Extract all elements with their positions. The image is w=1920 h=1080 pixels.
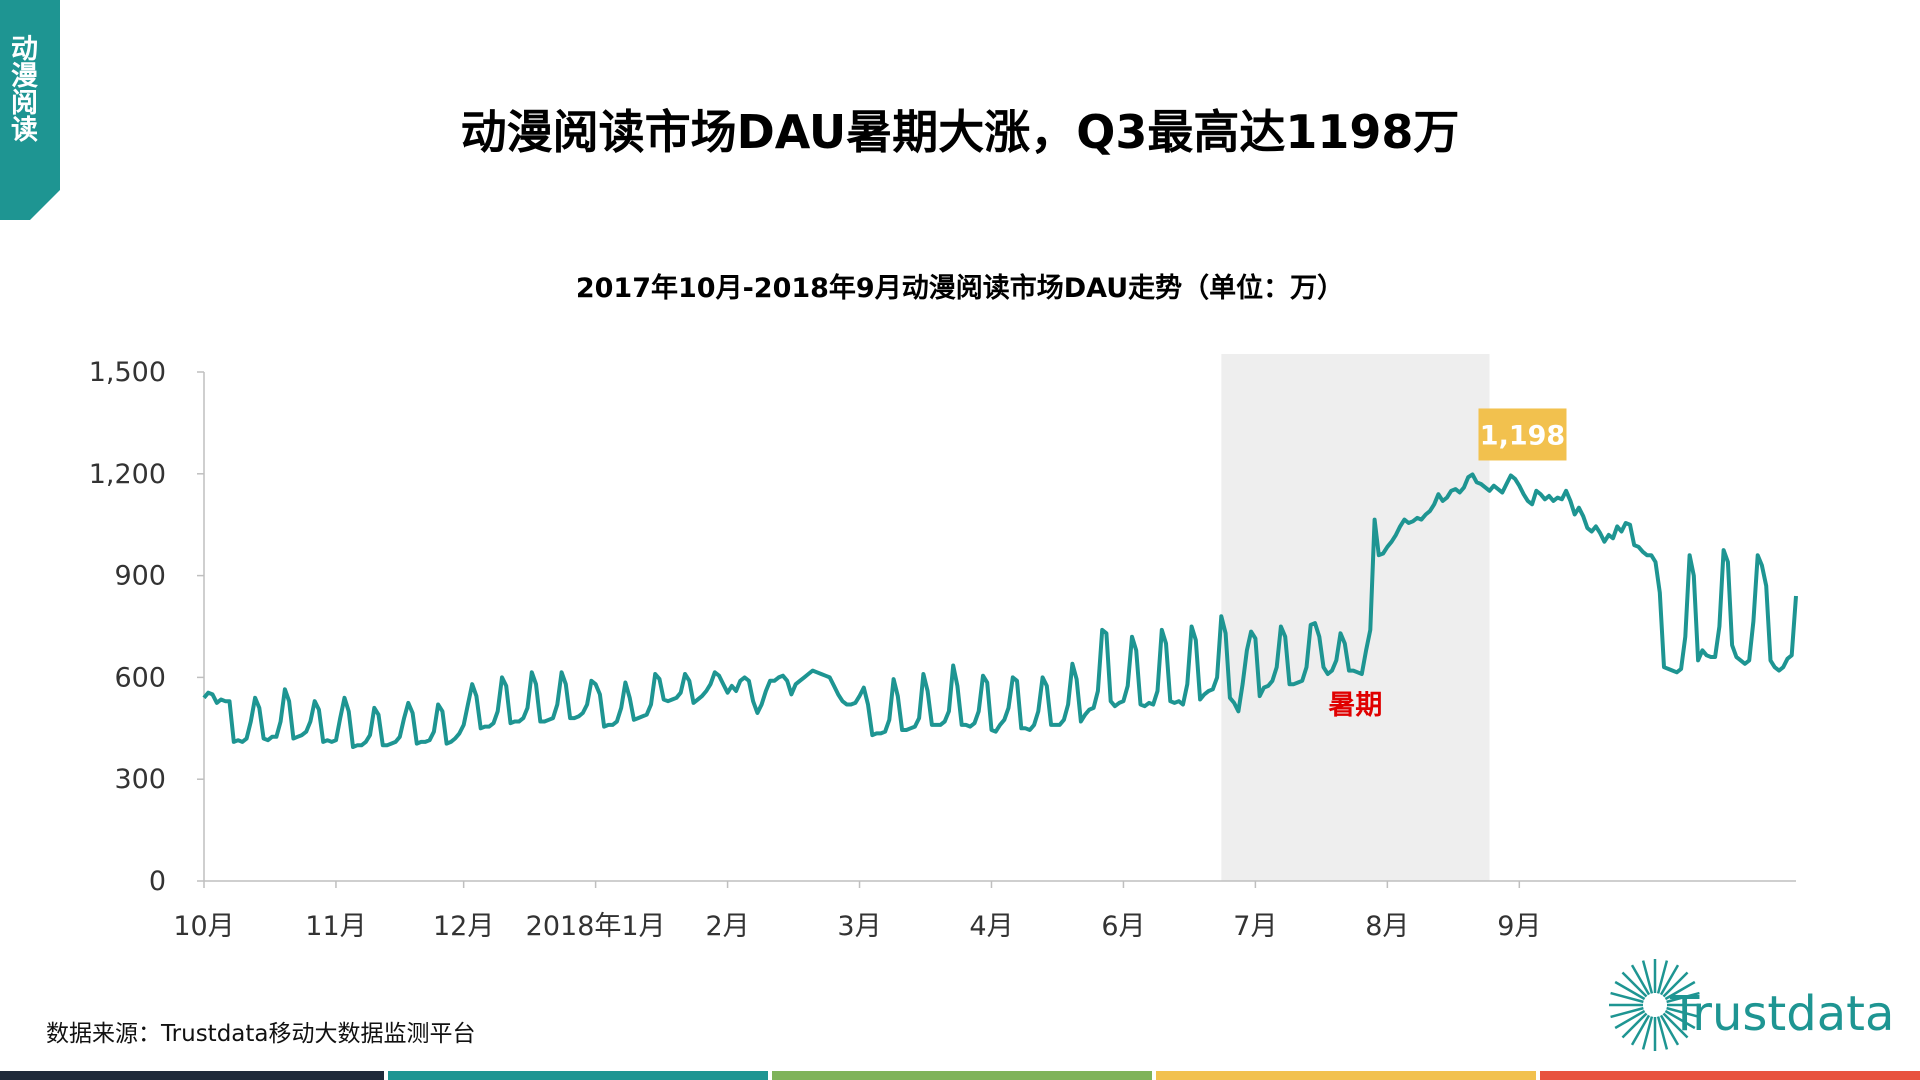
logo-ray bbox=[1666, 1006, 1700, 1019]
logo-ray bbox=[1664, 980, 1696, 1001]
x-tick-label: 2018年1月 bbox=[526, 911, 666, 942]
logo-ray bbox=[1641, 1016, 1654, 1050]
trustdata-logo: Trustdata bbox=[1609, 959, 1894, 1051]
logo-ray bbox=[1621, 971, 1648, 998]
x-tick-label: 9月 bbox=[1497, 911, 1541, 942]
logo-ray bbox=[1641, 960, 1654, 994]
logo-ray bbox=[1610, 991, 1644, 1004]
y-tick-label: 900 bbox=[114, 561, 166, 592]
x-tick-label: 2月 bbox=[705, 911, 749, 942]
logo-text: Trustdata bbox=[1669, 986, 1894, 1042]
peak-label: 1,198 bbox=[1480, 420, 1565, 451]
bottom-bar-segment bbox=[1156, 1071, 1536, 1080]
logo-ray bbox=[1662, 1012, 1689, 1039]
x-tick-label: 3月 bbox=[837, 911, 881, 942]
logo-ray bbox=[1666, 991, 1700, 1004]
summer-label: 暑期 bbox=[1328, 690, 1382, 721]
y-tick-label: 600 bbox=[114, 662, 166, 693]
bottom-bar-segment bbox=[1540, 1071, 1920, 1080]
bottom-bar-segment bbox=[388, 1071, 768, 1080]
y-tick-label: 1,500 bbox=[89, 357, 166, 388]
section-tab: 动漫阅读 bbox=[0, 0, 60, 220]
x-tick-label: 7月 bbox=[1233, 911, 1277, 942]
y-tick-label: 1,200 bbox=[89, 459, 166, 490]
x-tick-label: 8月 bbox=[1365, 911, 1409, 942]
logo-ray bbox=[1659, 964, 1680, 996]
x-tick-label: 6月 bbox=[1101, 911, 1145, 942]
dau-series-line bbox=[202, 472, 1798, 749]
summer-shade bbox=[1221, 354, 1490, 881]
x-tick-label: 11月 bbox=[305, 911, 366, 942]
logo-ray bbox=[1662, 971, 1689, 998]
logo-ray bbox=[1630, 964, 1651, 996]
logo-ray bbox=[1656, 1016, 1669, 1050]
bottom-bar-segment bbox=[772, 1071, 1152, 1080]
x-tick-label: 12月 bbox=[433, 911, 494, 942]
logo-ray bbox=[1614, 1009, 1646, 1030]
x-tick-label: 4月 bbox=[969, 911, 1013, 942]
logo-ray bbox=[1656, 960, 1669, 994]
logo-ray bbox=[1614, 980, 1646, 1001]
logo-ray bbox=[1630, 1014, 1651, 1046]
logo-burst-icon bbox=[1609, 959, 1701, 1051]
bottom-bar-segment bbox=[0, 1071, 384, 1080]
logo-ray bbox=[1664, 1009, 1696, 1030]
source-note: 数据来源：Trustdata移动大数据监测平台 bbox=[46, 1021, 476, 1047]
peak-label-box bbox=[1478, 408, 1567, 461]
y-tick-label: 300 bbox=[114, 764, 166, 795]
x-tick-label: 10月 bbox=[173, 911, 234, 942]
section-tab-label: 动漫阅读 bbox=[6, 34, 37, 142]
y-tick-label: 0 bbox=[149, 866, 166, 897]
chart-title: 2017年10月-2018年9月动漫阅读市场DAU走势（单位：万） bbox=[575, 273, 1345, 304]
logo-ray bbox=[1610, 1006, 1644, 1019]
logo-ray bbox=[1621, 1012, 1648, 1039]
page-title: 动漫阅读市场DAU暑期大涨，Q3最高达1198万 bbox=[460, 105, 1460, 159]
logo-ray bbox=[1659, 1014, 1680, 1046]
